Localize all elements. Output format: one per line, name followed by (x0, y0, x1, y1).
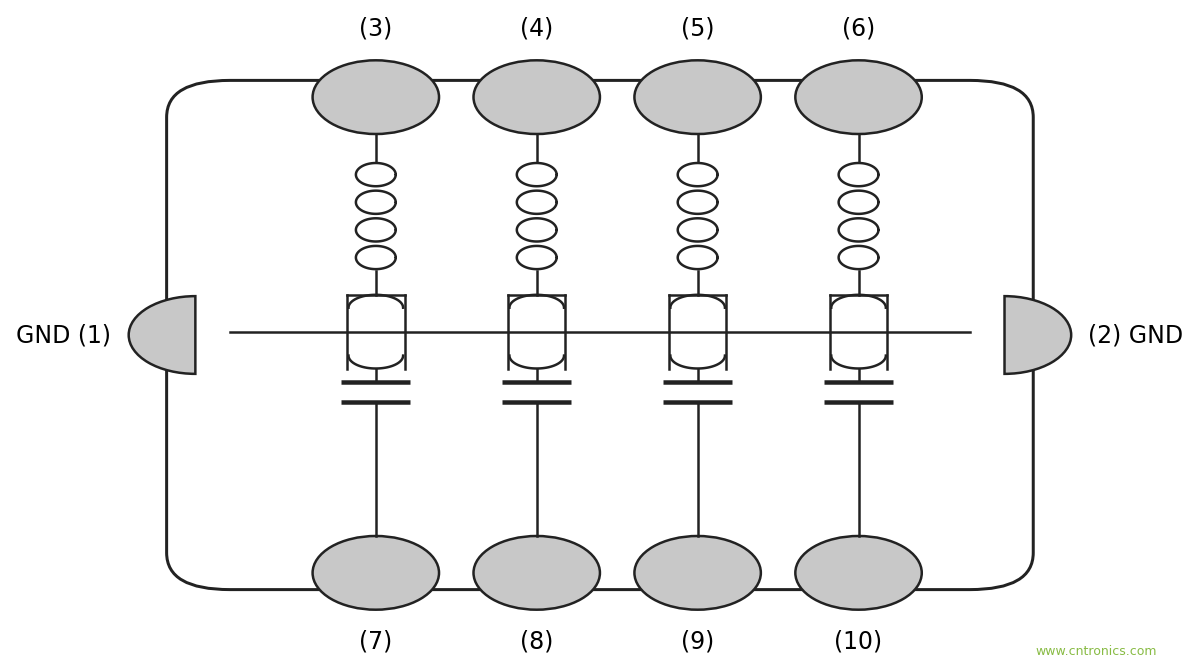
FancyBboxPatch shape (167, 80, 1033, 590)
Circle shape (635, 60, 761, 134)
Text: (7): (7) (359, 630, 392, 654)
Circle shape (312, 60, 439, 134)
Circle shape (796, 60, 922, 134)
Circle shape (796, 536, 922, 610)
Circle shape (635, 536, 761, 610)
Text: GND (1): GND (1) (17, 323, 112, 347)
Text: www.cntronics.com: www.cntronics.com (1036, 645, 1157, 658)
Text: (2) GND: (2) GND (1088, 323, 1183, 347)
Text: (5): (5) (680, 16, 714, 40)
Wedge shape (1004, 296, 1072, 374)
Wedge shape (128, 296, 196, 374)
Text: (9): (9) (682, 630, 714, 654)
Circle shape (474, 60, 600, 134)
Circle shape (312, 536, 439, 610)
Text: (6): (6) (842, 16, 875, 40)
Text: (8): (8) (520, 630, 553, 654)
Text: (4): (4) (520, 16, 553, 40)
Bar (388, 288, 552, 436)
Text: (10): (10) (834, 630, 883, 654)
Circle shape (474, 536, 600, 610)
Text: (3): (3) (359, 16, 392, 40)
